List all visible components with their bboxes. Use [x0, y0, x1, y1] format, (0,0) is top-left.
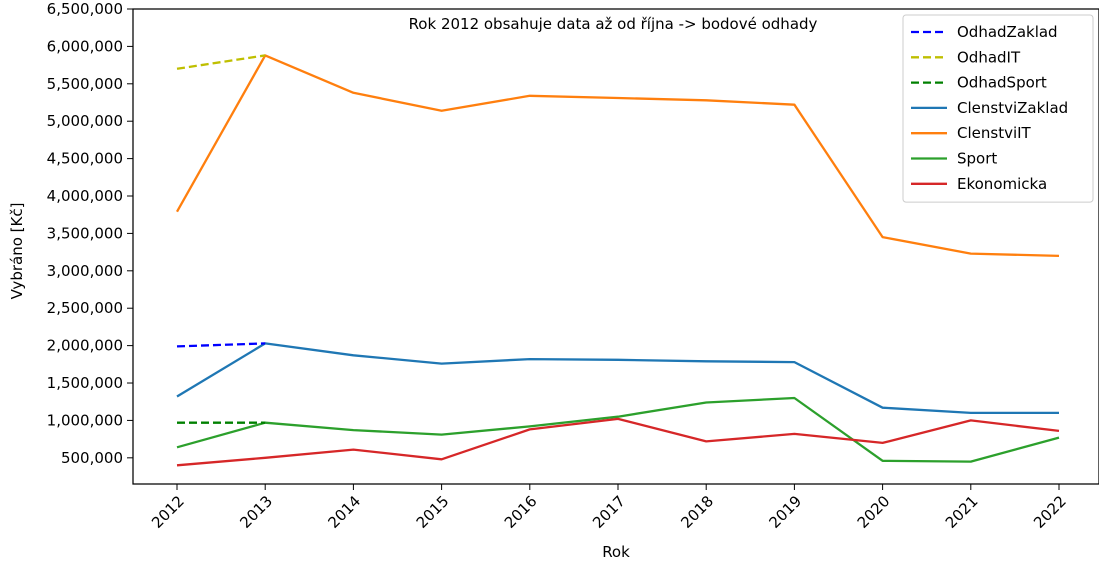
legend-item: OdhadIT	[911, 48, 1021, 66]
x-tick-label: 2018	[677, 492, 717, 532]
x-tick-label: 2021	[942, 492, 982, 532]
legend-item: Sport	[911, 150, 997, 168]
x-tick-label: 2020	[854, 492, 894, 532]
y-axis-label: Vybráno [Kč]	[8, 203, 26, 300]
legend-item: ClenstviZaklad	[911, 99, 1068, 117]
legend-label: Ekonomicka	[957, 175, 1047, 193]
x-tick-label: 2022	[1030, 492, 1070, 532]
y-tick-label: 1,500,000	[47, 374, 123, 392]
y-tick-label: 4,500,000	[47, 150, 123, 168]
x-tick-label: 2016	[501, 492, 541, 532]
x-tick-label: 2019	[765, 492, 805, 532]
y-tick-label: 4,000,000	[47, 187, 123, 205]
plot-frame	[132, 8, 1099, 485]
series-line-clenstviit	[175, 54, 1060, 258]
series-line-clenstvizaklad	[176, 342, 1059, 415]
legend-item: OdhadSport	[911, 74, 1047, 92]
y-tick-label: 5,500,000	[47, 75, 123, 93]
series-line-odhadit	[176, 54, 266, 70]
legend-box	[902, 14, 1094, 203]
y-axis: 500,000 1,000,000 1,500,000 2,000,000 2,500,…	[47, 0, 133, 467]
series-line-odhadzaklad	[176, 342, 266, 348]
legend-label: Sport	[957, 150, 997, 168]
legend-item: OdhadZaklad	[911, 23, 1058, 41]
series-line-sport	[176, 396, 1060, 463]
legend-label: ClenstviZaklad	[957, 99, 1068, 117]
y-tick-label: 3,000,000	[47, 262, 123, 280]
x-axis: 2012 2013 2014 2015 2016 2017 2018 2019 2020 2021…	[148, 484, 1070, 532]
y-tick-label: 500,000	[61, 449, 123, 467]
chart-annotation: Rok 2012 obsahuje data až od října -> bo…	[409, 15, 818, 33]
legend-label: OdhadZaklad	[957, 23, 1058, 41]
series-line-ekonomicka	[176, 417, 1060, 467]
x-tick-label: 2013	[236, 492, 276, 532]
x-axis-label: Rok	[602, 543, 630, 561]
legend-label: OdhadIT	[957, 48, 1021, 66]
legend-item: Ekonomicka	[911, 175, 1047, 193]
legend-item: ClenstviIT	[911, 124, 1032, 142]
y-tick-label: 5,000,000	[47, 112, 123, 130]
x-tick-label: 2017	[589, 492, 629, 532]
x-tick-label: 2012	[148, 492, 188, 532]
y-tick-label: 3,500,000	[47, 224, 123, 242]
legend: OdhadZaklad OdhadIT OdhadSport ClenstviZakl…	[902, 14, 1094, 203]
y-tick-label: 6,000,000	[47, 37, 123, 55]
y-tick-label: 1,000,000	[47, 411, 123, 429]
x-tick-label: 2015	[413, 492, 453, 532]
x-tick-label: 2014	[324, 492, 364, 532]
y-tick-label: 2,000,000	[47, 337, 123, 355]
legend-label: ClenstviIT	[957, 124, 1032, 142]
series-lines	[175, 54, 1060, 467]
y-tick-label: 2,500,000	[47, 299, 123, 317]
y-tick-label: 6,500,000	[47, 0, 123, 18]
legend-label: OdhadSport	[957, 74, 1047, 92]
